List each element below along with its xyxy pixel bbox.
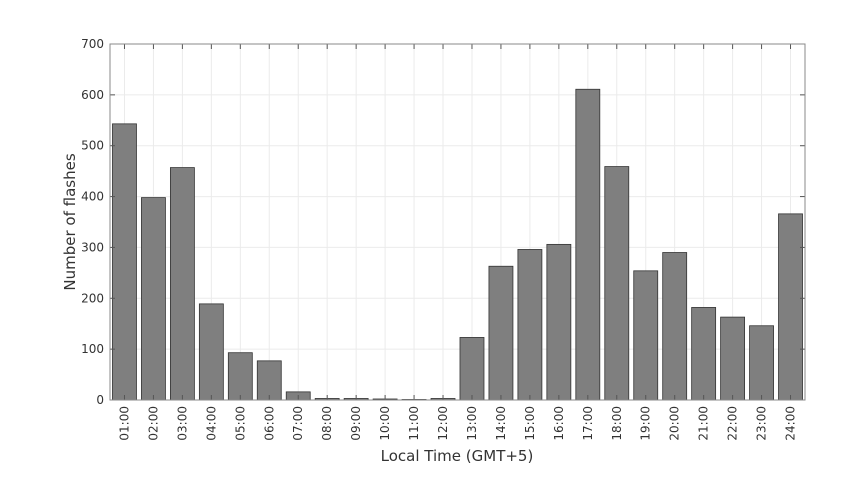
x-tick-label: 21:00 <box>697 406 711 441</box>
y-tick-label: 200 <box>81 291 104 305</box>
x-tick-label: 20:00 <box>668 406 682 441</box>
x-tick-label: 13:00 <box>465 406 479 441</box>
x-tick-label: 15:00 <box>523 406 537 441</box>
bar-17:00 <box>575 88 601 401</box>
x-tick-label: 02:00 <box>146 406 160 441</box>
x-tick-label: 05:00 <box>233 406 247 441</box>
bar-18:00 <box>604 166 630 401</box>
x-axis-label: Local Time (GMT+5) <box>381 447 534 465</box>
y-tick-label: 300 <box>81 240 104 254</box>
x-tick-label: 07:00 <box>291 406 305 441</box>
x-tick-label: 10:00 <box>378 406 392 441</box>
bar-23:00 <box>749 325 774 401</box>
x-tick-label: 14:00 <box>494 406 508 441</box>
bar-22:00 <box>720 316 746 401</box>
y-tick-label: 700 <box>81 37 104 51</box>
x-tick-label: 09:00 <box>349 406 363 441</box>
bar-24:00 <box>778 213 803 401</box>
bar-20:00 <box>662 252 688 401</box>
plot-frame <box>109 43 806 401</box>
bar-21:00 <box>691 307 717 401</box>
x-tick-label: 03:00 <box>175 406 189 441</box>
bar-03:00 <box>169 167 195 401</box>
x-tick-label: 23:00 <box>755 406 769 441</box>
bar-04:00 <box>198 303 224 401</box>
bar-14:00 <box>488 265 514 401</box>
y-tick-label: 100 <box>81 342 104 356</box>
x-tick-label: 12:00 <box>436 406 450 441</box>
bar-13:00 <box>459 337 485 401</box>
x-tick-label: 11:00 <box>407 406 421 441</box>
bar-06:00 <box>256 360 282 401</box>
x-tick-label: 24:00 <box>784 406 798 441</box>
x-tick-label: 17:00 <box>581 406 595 441</box>
bar-19:00 <box>633 270 659 401</box>
x-tick-label: 19:00 <box>639 406 653 441</box>
bar-02:00 <box>141 197 166 401</box>
x-tick-label: 08:00 <box>320 406 334 441</box>
x-tick-label: 16:00 <box>552 406 566 441</box>
x-tick-label: 22:00 <box>726 406 740 441</box>
x-tick-label: 04:00 <box>204 406 218 441</box>
y-tick-label: 500 <box>81 139 104 153</box>
y-tick-label: 0 <box>96 393 104 407</box>
bar-01:00 <box>112 123 137 401</box>
y-axis-label: Number of flashes <box>61 153 79 290</box>
y-tick-label: 400 <box>81 190 104 204</box>
bar-05:00 <box>227 352 253 401</box>
x-tick-label: 18:00 <box>610 406 624 441</box>
x-tick-label: 06:00 <box>262 406 276 441</box>
bar-15:00 <box>517 249 543 401</box>
x-tick-label: 01:00 <box>117 406 131 441</box>
y-tick-label: 600 <box>81 88 104 102</box>
bar-16:00 <box>546 243 572 401</box>
